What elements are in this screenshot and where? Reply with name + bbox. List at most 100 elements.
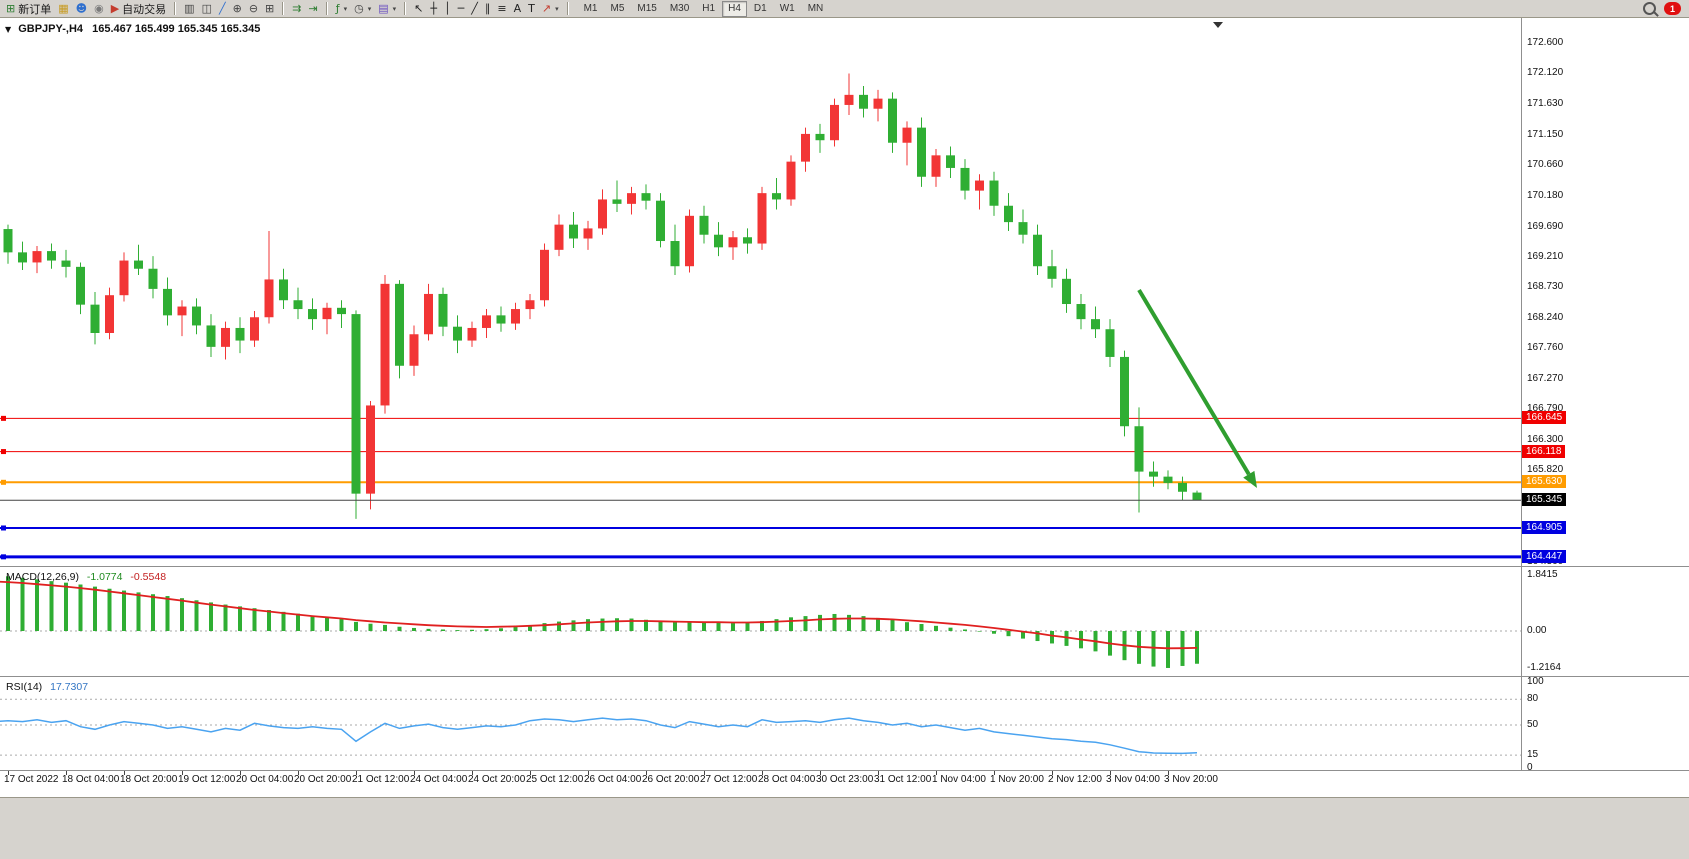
- signals-button[interactable]: ◉: [91, 1, 107, 17]
- time-axis-label: 19 Oct 12:00: [178, 774, 236, 785]
- candle: [163, 277, 172, 326]
- crosshair-button[interactable]: ┼: [427, 1, 440, 17]
- time-axis-label: 28 Oct 04:00: [758, 774, 816, 785]
- candle: [511, 302, 520, 330]
- line-anchor[interactable]: [1, 449, 6, 455]
- arrows-button[interactable]: ↗ ▾: [539, 1, 562, 17]
- time-axis-label: 26 Oct 04:00: [584, 774, 642, 785]
- line-chart-button[interactable]: ╱: [216, 1, 229, 17]
- timeframe-button-w1[interactable]: W1: [779, 2, 795, 14]
- line-anchor[interactable]: [1, 554, 6, 560]
- text-button[interactable]: A: [511, 1, 525, 17]
- trend-arrow-head[interactable]: [1243, 470, 1257, 488]
- price-tag: 166.645: [1522, 411, 1567, 425]
- candle: [873, 89, 883, 122]
- chevron-down-icon[interactable]: ▾: [367, 4, 372, 13]
- macd-signal-value: -0.5548: [130, 571, 167, 583]
- chevron-down-icon[interactable]: ▾: [555, 4, 559, 13]
- candle: [1018, 209, 1028, 244]
- chevron-down-icon[interactable]: ▾: [343, 4, 348, 13]
- chart-menu-icon[interactable]: ▼: [5, 25, 12, 34]
- candle: [105, 287, 114, 340]
- new-order-icon: ⊞: [6, 2, 16, 15]
- broadcast-icon: ◉: [94, 2, 104, 15]
- candle: [192, 298, 201, 335]
- line-chart-icon: ╱: [218, 2, 226, 15]
- time-axis-label: 3 Nov 20:00: [1164, 774, 1218, 785]
- time-axis-label: 3 Nov 04:00: [1106, 774, 1160, 785]
- charts-gallery-button[interactable]: ▦: [55, 1, 71, 17]
- candle: [90, 292, 100, 345]
- candle: [1178, 476, 1187, 500]
- zoom-in-button[interactable]: ⊕: [230, 1, 245, 17]
- zoom-out-button[interactable]: ⊖: [246, 1, 261, 17]
- macd-signal-line: [0, 580, 1198, 650]
- auto-scroll-button[interactable]: ⇉: [289, 1, 304, 17]
- timeframe-button-m15[interactable]: M15: [637, 2, 657, 14]
- cursor-button[interactable]: ↖: [411, 1, 426, 17]
- candle: [641, 184, 651, 210]
- candlestick-button[interactable]: ◫: [199, 1, 215, 17]
- price-axis-label: 167.760: [1527, 342, 1564, 354]
- timeframe-button-m30[interactable]: M30: [669, 2, 690, 14]
- time-tick: [530, 771, 531, 775]
- chart-shift-button[interactable]: ⇥: [305, 1, 320, 17]
- toolbar-separator: [174, 2, 177, 15]
- candle: [728, 230, 738, 260]
- search-icon[interactable]: [1643, 2, 1656, 15]
- time-axis-label: 26 Oct 20:00: [642, 774, 700, 785]
- bar-chart-button[interactable]: ▥: [181, 1, 197, 17]
- ohlc-values: 165.467 165.499 165.345 165.345: [92, 23, 261, 35]
- price-axis-label: 171.150: [1527, 128, 1564, 140]
- rsi-scale-label: 0: [1527, 762, 1533, 773]
- horizontal-line-button[interactable]: ─: [455, 1, 468, 17]
- panel-separator[interactable]: [0, 676, 1689, 677]
- line-anchor[interactable]: [1, 415, 6, 421]
- time-axis-label: 1 Nov 04:00: [932, 774, 986, 785]
- time-tick: [472, 771, 473, 775]
- candle: [583, 220, 593, 250]
- text-label-button[interactable]: T: [525, 1, 538, 17]
- notification-badge[interactable]: 1: [1664, 2, 1681, 15]
- rsi-line: [0, 717, 1198, 755]
- candle: [438, 287, 448, 337]
- candle: [1134, 407, 1144, 513]
- time-axis-label: 25 Oct 12:00: [526, 774, 584, 785]
- timeframe-button-h1[interactable]: H1: [702, 2, 716, 14]
- channel-button[interactable]: ∥: [482, 1, 494, 17]
- trend-arrow[interactable]: [1137, 288, 1251, 476]
- candle: [279, 268, 288, 310]
- panel-separator[interactable]: [0, 566, 1689, 567]
- candle: [554, 214, 564, 257]
- line-anchor[interactable]: [1, 525, 6, 531]
- trendline-button[interactable]: ╱: [468, 1, 481, 17]
- candle: [917, 117, 926, 187]
- chart-shift-marker[interactable]: [1213, 22, 1223, 28]
- line-anchor[interactable]: [1, 479, 6, 485]
- indicators-button[interactable]: ƒ ▾: [333, 1, 350, 17]
- timeframe-button-m1[interactable]: M1: [583, 2, 598, 14]
- candle: [612, 180, 622, 213]
- time-tick: [1168, 771, 1169, 775]
- time-tick: [414, 771, 415, 775]
- time-axis-label: 30 Oct 23:00: [816, 774, 874, 785]
- chevron-down-icon[interactable]: ▾: [392, 4, 397, 13]
- profile-button[interactable]: ☻: [73, 1, 90, 17]
- autotrading-button[interactable]: ▶ 自动交易: [108, 1, 169, 17]
- templates-button[interactable]: ▤ ▾: [375, 1, 399, 17]
- vertical-line-button[interactable]: │: [441, 1, 454, 17]
- candle: [206, 314, 216, 357]
- periods-button[interactable]: ◷ ▾: [351, 1, 374, 17]
- price-axis-label: 170.660: [1527, 159, 1564, 171]
- timeframe-button-mn[interactable]: MN: [807, 2, 824, 14]
- timeframe-button-m5[interactable]: M5: [610, 2, 625, 14]
- timeframe-button-d1[interactable]: D1: [753, 2, 767, 14]
- fibonacci-button[interactable]: ≡: [494, 1, 509, 17]
- rsi-scale-label: 15: [1527, 749, 1539, 761]
- timeframe-button-h4[interactable]: H4: [722, 0, 747, 17]
- tile-windows-button[interactable]: ⊞: [262, 1, 277, 17]
- new-order-button[interactable]: ⊞ 新订单: [3, 1, 54, 17]
- candle: [844, 73, 854, 116]
- time-tick: [182, 771, 183, 775]
- candle: [177, 300, 187, 337]
